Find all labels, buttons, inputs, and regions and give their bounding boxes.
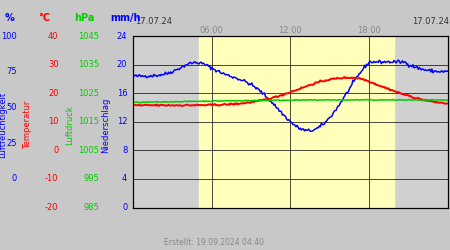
Text: 17.07.24: 17.07.24 — [135, 17, 172, 26]
Text: 16: 16 — [117, 89, 127, 98]
Text: -20: -20 — [45, 203, 58, 212]
Text: 25: 25 — [7, 139, 17, 148]
Text: °C: °C — [38, 13, 50, 23]
Text: Luftdruck: Luftdruck — [65, 105, 74, 145]
Text: 30: 30 — [48, 60, 58, 69]
Text: 75: 75 — [6, 68, 17, 76]
Text: mm/h: mm/h — [110, 13, 141, 23]
Text: 985: 985 — [83, 203, 99, 212]
Text: 12: 12 — [117, 118, 127, 126]
Text: Luftfeuchtigkeit: Luftfeuchtigkeit — [0, 92, 7, 158]
Text: 1025: 1025 — [78, 89, 99, 98]
Text: 4: 4 — [122, 174, 127, 184]
Text: 0: 0 — [53, 146, 58, 155]
Text: 995: 995 — [83, 174, 99, 184]
Text: Temperatur: Temperatur — [23, 101, 32, 149]
Text: -10: -10 — [45, 174, 58, 184]
Text: 100: 100 — [1, 32, 17, 41]
Text: 50: 50 — [7, 103, 17, 112]
Text: 1045: 1045 — [78, 32, 99, 41]
Bar — [199, 36, 394, 207]
Text: 0: 0 — [12, 174, 17, 184]
Text: hPa: hPa — [74, 13, 94, 23]
Text: Niederschlag: Niederschlag — [101, 97, 110, 153]
Text: 40: 40 — [48, 32, 58, 41]
Text: 1035: 1035 — [78, 60, 99, 69]
Text: 1015: 1015 — [78, 118, 99, 126]
Text: Erstellt: 19.09.2024 04:40: Erstellt: 19.09.2024 04:40 — [164, 238, 264, 247]
Text: 1005: 1005 — [78, 146, 99, 155]
Text: 0: 0 — [122, 203, 127, 212]
Text: %: % — [4, 13, 14, 23]
Text: 20: 20 — [48, 89, 58, 98]
Text: 24: 24 — [117, 32, 127, 41]
Text: 20: 20 — [117, 60, 127, 69]
Text: 10: 10 — [48, 118, 58, 126]
Text: 8: 8 — [122, 146, 127, 155]
Text: 17.07.24: 17.07.24 — [412, 17, 449, 26]
